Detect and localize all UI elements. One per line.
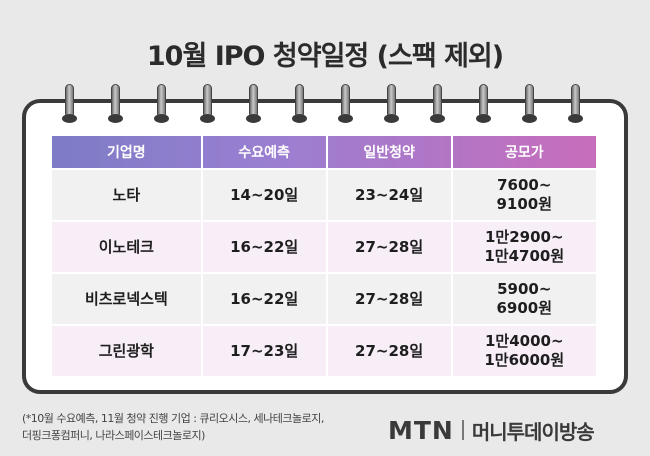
- demand-cell: 17~23일: [202, 326, 326, 376]
- price-cell: 5900~ 6900원: [452, 274, 596, 324]
- footnote-line: (*10월 수요예측, 11월 청약 진행 기업 : 큐리오시스, 세나테크놀로…: [22, 412, 324, 425]
- table-row: 이노테크 16~22일 27~28일 1만2900~ 1만4700원: [52, 222, 596, 272]
- subscription-cell: 27~28일: [327, 222, 451, 272]
- logo-brand: MTN: [388, 415, 454, 445]
- price-cell: 7600~ 9100원: [452, 170, 596, 220]
- table-row: 노타 14~20일 23~24일 7600~ 9100원: [52, 170, 596, 220]
- header-company: 기업명: [107, 145, 146, 161]
- table-row: 비츠로넥스텍 16~22일 27~28일 5900~ 6900원: [52, 274, 596, 324]
- subscription-cell: 23~24일: [327, 170, 451, 220]
- logo-divider: [461, 420, 464, 440]
- logo-name: 머니투데이방송: [471, 419, 595, 444]
- page-title: 10월 IPO 청약일정 (스팩 제외): [146, 41, 504, 72]
- price-line: 1만4000~: [485, 332, 564, 350]
- header-subscription: 일반청약: [363, 145, 415, 161]
- binder-ring: [338, 84, 353, 123]
- binder-ring: [384, 84, 399, 123]
- calendar-rings: [22, 84, 628, 124]
- footnote: (*10월 수요예측, 11월 청약 진행 기업 : 큐리오시스, 세나테크놀로…: [22, 410, 362, 444]
- price-cell: 1만2900~ 1만4700원: [452, 222, 596, 272]
- price-line: 1만2900~: [485, 228, 564, 246]
- ipo-schedule-table: 기업명 수요예측 일반청약 공모가 노타 14~20일 23~24일 7600~…: [50, 134, 598, 378]
- binder-ring: [246, 84, 261, 123]
- price-line: 1만6000원: [484, 351, 565, 369]
- footnote-line: 더핑크퐁컴퍼니, 나라스페이스테크놀로지): [22, 429, 205, 442]
- binder-ring: [430, 84, 445, 123]
- price-line: 9100원: [496, 195, 553, 213]
- price-line: 6900원: [496, 299, 553, 317]
- company-cell: 노타: [52, 170, 201, 220]
- demand-cell: 16~22일: [202, 222, 326, 272]
- price-line: 7600~: [497, 176, 552, 194]
- table-row: 그린광학 17~23일 27~28일 1만4000~ 1만6000원: [52, 326, 596, 376]
- company-cell: 비츠로넥스텍: [52, 274, 201, 324]
- demand-cell: 14~20일: [202, 170, 326, 220]
- binder-ring: [108, 84, 123, 123]
- binder-ring: [200, 84, 215, 123]
- header-demand-forecast: 수요예측: [238, 145, 290, 161]
- binder-ring: [62, 84, 77, 123]
- company-cell: 이노테크: [52, 222, 201, 272]
- price-line: 1만4700원: [484, 247, 565, 265]
- binder-ring: [292, 84, 307, 123]
- subscription-cell: 27~28일: [327, 326, 451, 376]
- price-line: 5900~: [497, 280, 552, 298]
- subscription-cell: 27~28일: [327, 274, 451, 324]
- company-cell: 그린광학: [52, 326, 201, 376]
- demand-cell: 16~22일: [202, 274, 326, 324]
- price-cell: 1만4000~ 1만6000원: [452, 326, 596, 376]
- binder-ring: [476, 84, 491, 123]
- binder-ring: [522, 84, 537, 123]
- binder-ring: [568, 84, 583, 123]
- table-header-row: 기업명 수요예측 일반청약 공모가: [52, 136, 596, 168]
- mtn-logo: MTN 머니투데이방송: [388, 413, 595, 447]
- binder-ring: [154, 84, 169, 123]
- header-offer-price: 공모가: [504, 145, 544, 161]
